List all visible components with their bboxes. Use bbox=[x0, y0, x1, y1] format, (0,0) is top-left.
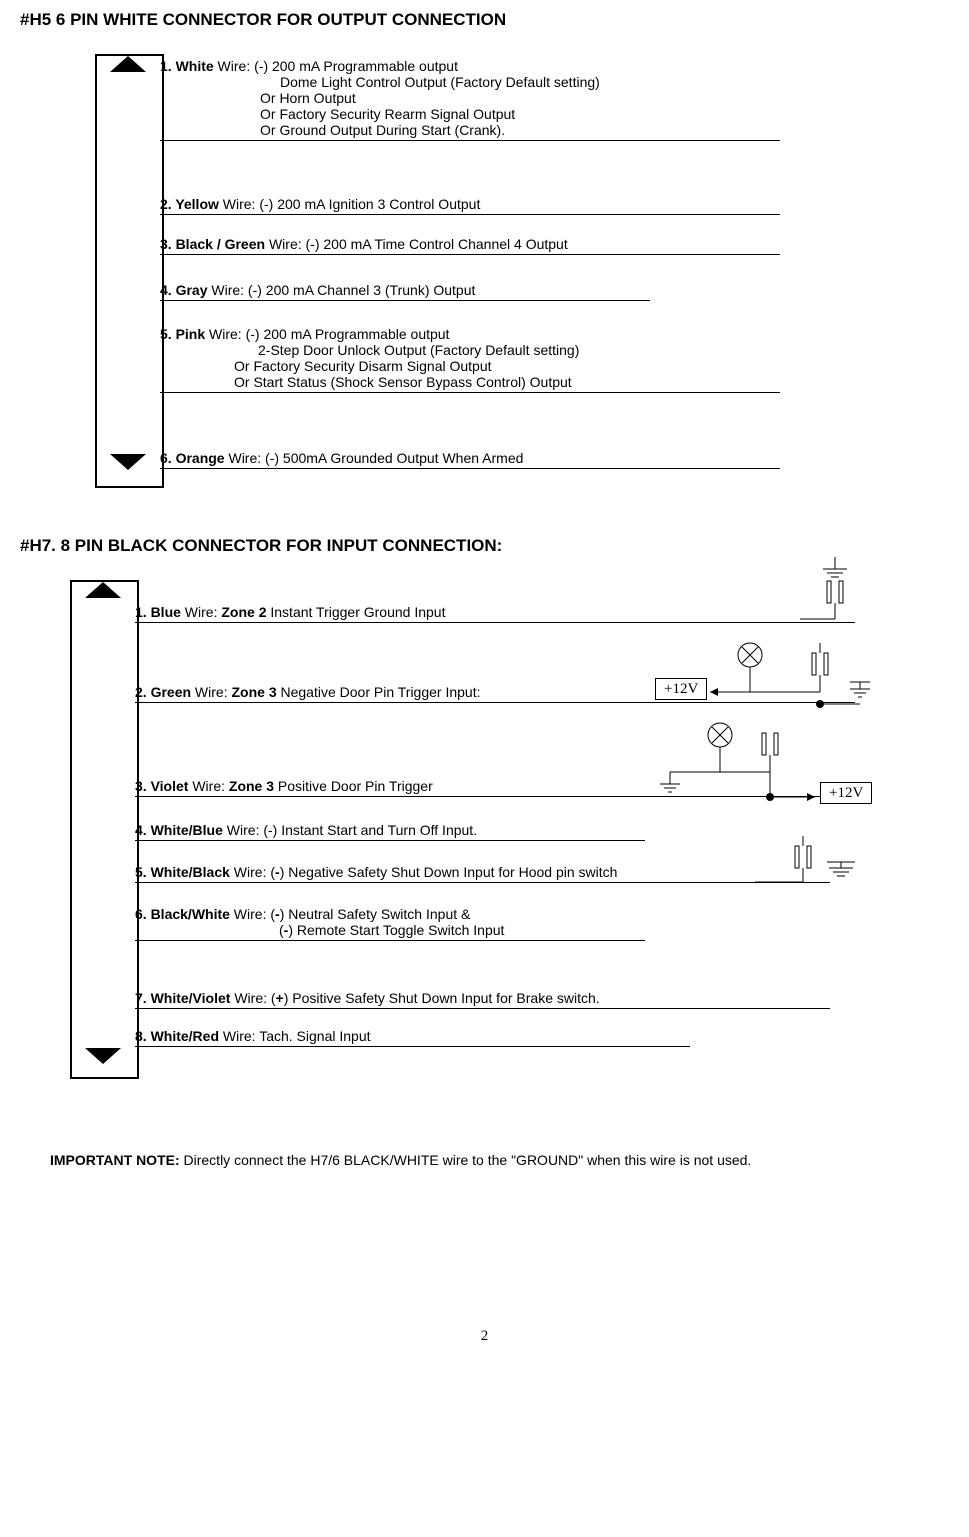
pin-desc: ) Negative Safety Shut Down Input for Ho… bbox=[280, 864, 618, 880]
pin-subline: Or Ground Output During Start (Crank). bbox=[260, 122, 780, 138]
pin-label: 2. Green bbox=[135, 684, 191, 700]
pin-subline: 2-Step Door Unlock Output (Factory Defau… bbox=[258, 342, 780, 358]
pin-zone: Zone 3 bbox=[229, 778, 274, 794]
pin-desc: Wire: (-) 200 mA Ignition 3 Control Outp… bbox=[219, 196, 480, 212]
h5-pin4: 4. Gray Wire: (-) 200 mA Channel 3 (Trun… bbox=[160, 282, 650, 301]
pin-subline: Or Factory Security Disarm Signal Output bbox=[234, 358, 780, 374]
h5-pin6: 6. Orange Wire: (-) 500mA Grounded Outpu… bbox=[160, 450, 780, 469]
pin-desc: Negative Door Pin Trigger Input: bbox=[277, 684, 481, 700]
pin-label: 6. Orange bbox=[160, 450, 225, 466]
pin-desc: Wire: (-) 200 mA Time Control Channel 4 … bbox=[265, 236, 568, 252]
section-title-h7: #H7. 8 PIN BLACK CONNECTOR FOR INPUT CON… bbox=[20, 536, 949, 556]
pin-label: 1. Blue bbox=[135, 604, 181, 620]
pin-mid: ) Remote Start Toggle Switch Input bbox=[288, 922, 504, 938]
pin-desc: Wire: Tach. Signal Input bbox=[219, 1028, 370, 1044]
voltage-label: +12V bbox=[655, 680, 707, 698]
h7-pin8: 8. White/Red Wire: Tach. Signal Input bbox=[135, 1028, 690, 1047]
voltage-12v: +12V bbox=[655, 678, 707, 700]
pin-label: 8. White/Red bbox=[135, 1028, 219, 1044]
ground-switch-icon bbox=[800, 557, 870, 625]
h7-diagram: 1. Blue Wire: Zone 2 Instant Trigger Gro… bbox=[50, 562, 949, 1122]
important-note: IMPORTANT NOTE: Directly connect the H7/… bbox=[50, 1152, 919, 1168]
note-label: IMPORTANT NOTE: bbox=[50, 1152, 180, 1168]
bulb-circuit-icon bbox=[650, 717, 880, 812]
h5-pin3: 3. Black / Green Wire: (-) 200 mA Time C… bbox=[160, 236, 780, 255]
pin-wire: Wire: bbox=[188, 778, 228, 794]
pin-pre: Wire: ( bbox=[230, 906, 275, 922]
pin-mid: ) Neutral Safety Switch Input & bbox=[280, 906, 471, 922]
h5-pin1: 1. White Wire: (-) 200 mA Programmable o… bbox=[160, 58, 780, 141]
pin-label: 3. Violet bbox=[135, 778, 188, 794]
pin-label: 5. White/Black bbox=[135, 864, 230, 880]
h5-pin2: 2. Yellow Wire: (-) 200 mA Ignition 3 Co… bbox=[160, 196, 780, 215]
pin-label: 7. White/Violet bbox=[135, 990, 230, 1006]
pin-label: 4. White/Blue bbox=[135, 822, 223, 838]
pin-label: 1. White bbox=[160, 58, 214, 74]
h7-pin1: 1. Blue Wire: Zone 2 Instant Trigger Gro… bbox=[135, 604, 855, 623]
pin-desc: Wire: (-) 200 mA Channel 3 (Trunk) Outpu… bbox=[207, 282, 475, 298]
pin-label: 3. Black / Green bbox=[160, 236, 265, 252]
arrow-up-icon bbox=[110, 56, 146, 72]
pin-desc: Wire: (-) 200 mA Programmable output bbox=[205, 326, 449, 342]
h7-pin4: 4. White/Blue Wire: (-) Instant Start an… bbox=[135, 822, 645, 841]
pin-pre: Wire: ( bbox=[230, 990, 275, 1006]
h5-pin5: 5. Pink Wire: (-) 200 mA Programmable ou… bbox=[160, 326, 780, 393]
pin-label: 4. Gray bbox=[160, 282, 207, 298]
section-title-h5: #H5 6 PIN WHITE CONNECTOR FOR OUTPUT CON… bbox=[20, 10, 949, 30]
pin-wire: Wire: bbox=[181, 604, 221, 620]
pin-pre: Wire: ( bbox=[230, 864, 275, 880]
pin-label: 5. Pink bbox=[160, 326, 205, 342]
h7-pin5: 5. White/Black Wire: (-) Negative Safety… bbox=[135, 864, 830, 883]
pin-desc: Positive Door Pin Trigger bbox=[274, 778, 433, 794]
pin-label: 2. Yellow bbox=[160, 196, 219, 212]
ground-switch-icon bbox=[755, 832, 865, 887]
h7-pin6: 6. Black/White Wire: (-) Neutral Safety … bbox=[135, 906, 645, 941]
arrow-down-icon bbox=[85, 1048, 121, 1064]
page-number: 2 bbox=[20, 1328, 949, 1345]
pin-subline: Dome Light Control Output (Factory Defau… bbox=[280, 74, 780, 90]
pin-zone: Zone 2 bbox=[221, 604, 266, 620]
pin-subline: Or Factory Security Rearm Signal Output bbox=[260, 106, 780, 122]
pin-desc: Wire: (-) Instant Start and Turn Off Inp… bbox=[223, 822, 477, 838]
bulb-circuit-icon bbox=[710, 637, 880, 717]
arrow-down-icon bbox=[110, 454, 146, 470]
pin-subline: Or Start Status (Shock Sensor Bypass Con… bbox=[234, 374, 780, 390]
h7-pin7: 7. White/Violet Wire: (+) Positive Safet… bbox=[135, 990, 830, 1009]
h5-diagram: 1. White Wire: (-) 200 mA Programmable o… bbox=[75, 36, 949, 506]
pin-subline: Or Horn Output bbox=[260, 90, 780, 106]
pin-desc: Wire: (-) 200 mA Programmable output bbox=[214, 58, 458, 74]
note-text: Directly connect the H7/6 BLACK/WHITE wi… bbox=[180, 1152, 752, 1168]
h5-connector-box bbox=[95, 54, 164, 488]
pin-zone: Zone 3 bbox=[231, 684, 276, 700]
pin-desc: ) Positive Safety Shut Down Input for Br… bbox=[284, 990, 600, 1006]
arrow-up-icon bbox=[85, 582, 121, 598]
pin-sign: + bbox=[276, 990, 284, 1006]
pin-desc: Instant Trigger Ground Input bbox=[266, 604, 445, 620]
h7-connector-box bbox=[70, 580, 139, 1079]
pin-label: 6. Black/White bbox=[135, 906, 230, 922]
pin-desc: Wire: (-) 500mA Grounded Output When Arm… bbox=[225, 450, 524, 466]
pin-wire: Wire: bbox=[191, 684, 231, 700]
